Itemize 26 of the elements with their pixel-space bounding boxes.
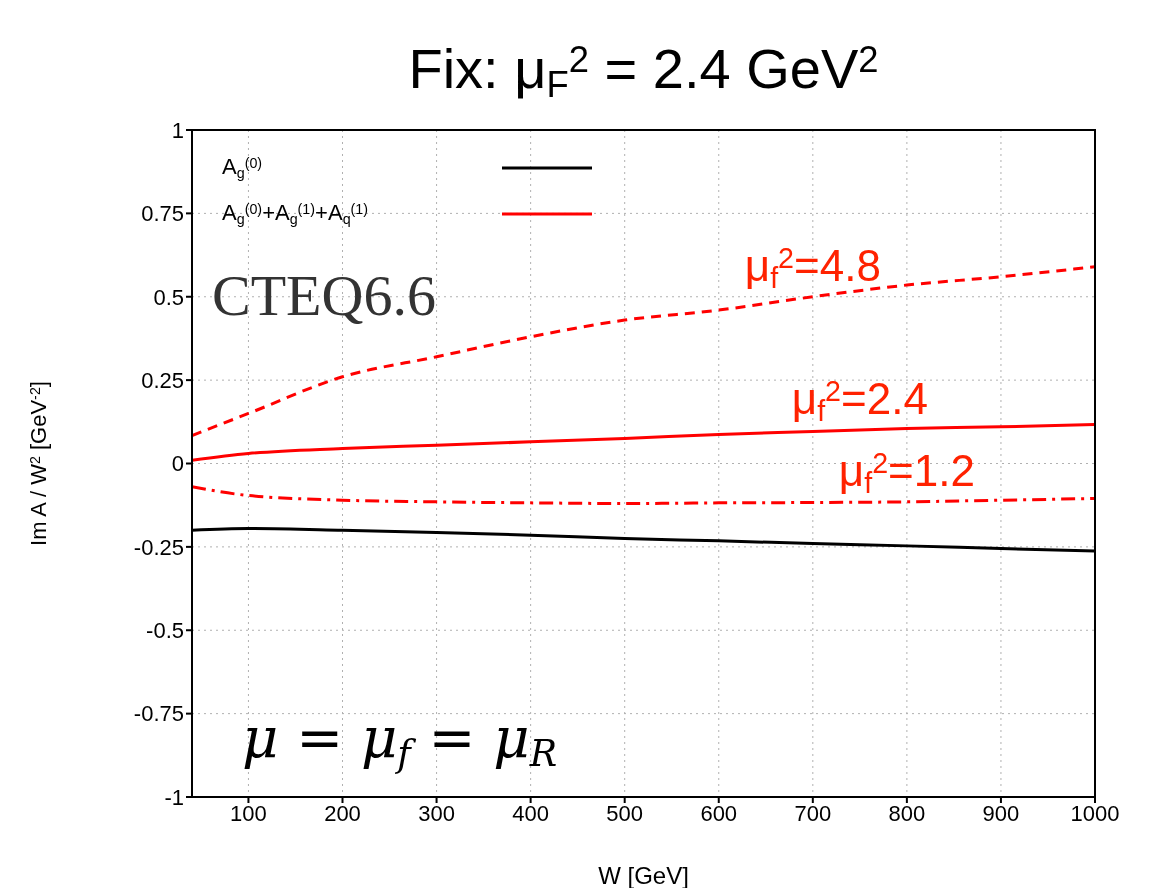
annotation: CTEQ6.6 [212, 263, 436, 328]
x-tick-label: 800 [888, 800, 926, 826]
y-tick-label: -0.25 [133, 534, 184, 560]
annotation: μ = μ$_{f}$ = μ$_{R}$ [242, 705, 558, 775]
line-series [192, 527, 1095, 553]
x-tick-label: 700 [794, 800, 832, 826]
y-tick-label: 0.25 [141, 367, 184, 393]
y-tick-label: 0.75 [141, 201, 184, 227]
x-tick-label: 200 [324, 800, 361, 826]
x-tick-label: 600 [700, 800, 738, 826]
y-tick-label: -1 [164, 784, 184, 810]
x-tick-label: 1000 [1070, 800, 1120, 826]
y-tick-label: 0 [171, 451, 184, 477]
x-tick-label: 400 [512, 800, 549, 826]
y-tick-label: 1 [171, 117, 184, 143]
annotation: μ$_{f}$$^{2}$=4.8 [744, 240, 881, 294]
x-tick-label: 500 [606, 800, 644, 826]
x-tick-label: 900 [982, 800, 1020, 826]
annotation: μ$_{f}$$^{2}$=1.2 [838, 445, 975, 500]
annotation: μ$_{f}$$^{2}$=2.4 [791, 374, 928, 428]
x-tick-label: 300 [418, 800, 455, 826]
x-tick-label: 100 [230, 800, 267, 826]
chart-title: Fix: μ$_{F}$$^{2}$ = 2.4 GeV$^{2}$ [408, 37, 879, 105]
y-tick-label: 0.5 [153, 284, 184, 310]
y-tick-label: -0.75 [133, 701, 184, 727]
y-tick-label: -0.5 [146, 618, 184, 644]
